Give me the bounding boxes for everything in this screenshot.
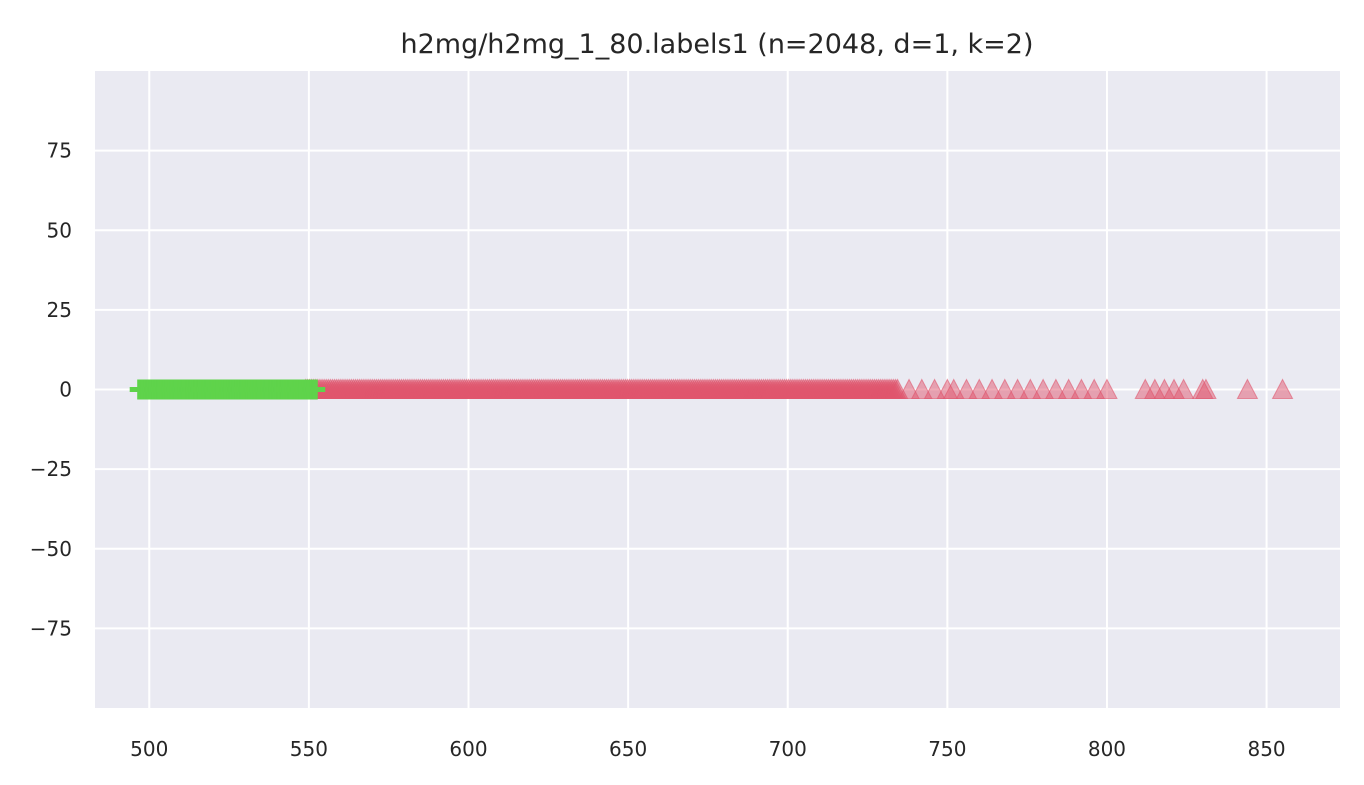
data-points bbox=[129, 378, 1294, 400]
x-tick-label: 850 bbox=[1247, 737, 1285, 761]
y-tick-label: 0 bbox=[59, 378, 72, 402]
x-axis-ticks: 500 550 600 650 700 750 800 850 bbox=[130, 737, 1285, 761]
x-tick-label: 800 bbox=[1088, 737, 1126, 761]
x-tick-label: 600 bbox=[449, 737, 487, 761]
grid-lines bbox=[95, 71, 1340, 708]
triangle-point bbox=[1172, 378, 1195, 399]
chart-title: h2mg/h2mg_1_80.labels1 (n=2048, d=1, k=2… bbox=[400, 29, 1033, 60]
x-tick-label: 550 bbox=[290, 737, 328, 761]
x-tick-label: 750 bbox=[928, 737, 966, 761]
plus-point bbox=[305, 379, 326, 400]
triangle-point bbox=[1271, 378, 1294, 399]
y-tick-label: 75 bbox=[47, 139, 72, 163]
x-tick-label: 500 bbox=[130, 737, 168, 761]
y-tick-label: −75 bbox=[30, 616, 72, 640]
triangle-point bbox=[1096, 378, 1118, 399]
y-tick-label: 25 bbox=[47, 298, 72, 322]
x-tick-label: 700 bbox=[769, 737, 807, 761]
y-axis-ticks: 75 50 25 0 −25 −50 −75 bbox=[30, 139, 72, 641]
y-tick-label: −50 bbox=[30, 537, 72, 561]
y-tick-label: −25 bbox=[30, 457, 72, 481]
triangle-point bbox=[1195, 378, 1217, 399]
y-tick-label: 50 bbox=[47, 218, 72, 242]
x-tick-label: 650 bbox=[609, 737, 647, 761]
triangle-point bbox=[1236, 378, 1259, 399]
